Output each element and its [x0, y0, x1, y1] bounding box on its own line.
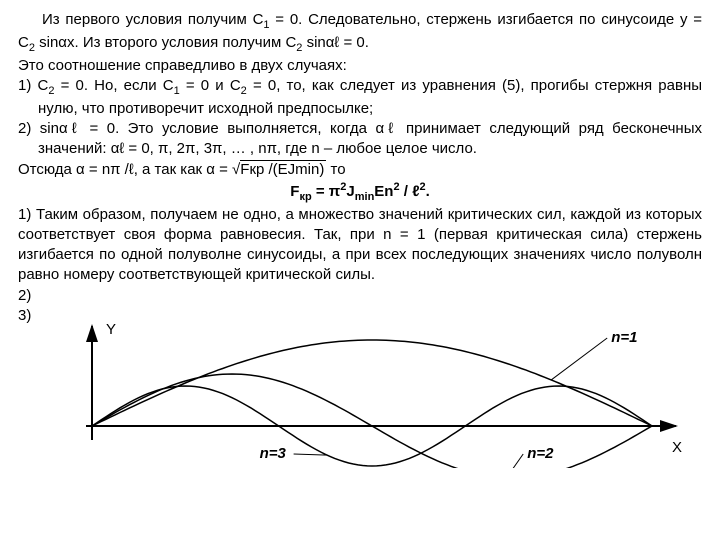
- txt: = 0. Но, если C: [54, 77, 173, 94]
- txt: J: [346, 183, 354, 200]
- radicand: Fкр /(EJmin): [240, 160, 326, 178]
- txt: Отсюда α = nπ /ℓ, а так как α =: [18, 161, 232, 178]
- curve-n2: [92, 374, 652, 468]
- txt: / ℓ: [400, 183, 420, 200]
- txt: 1) C: [18, 77, 48, 94]
- txt: = 0 и C: [180, 77, 241, 94]
- label-n2: n=2: [527, 445, 554, 462]
- formula: Fкр = π2JminEn2 / ℓ2.: [18, 180, 702, 205]
- txt: = π: [312, 183, 341, 200]
- leader-n2: [506, 454, 523, 468]
- subscript: кр: [299, 191, 311, 203]
- txt: sinαℓ = 0.: [302, 34, 368, 51]
- leader-n1: [551, 338, 607, 380]
- leader-n3: [294, 454, 328, 455]
- label-n1: n=1: [611, 329, 637, 346]
- txt: Из первого условия получим C: [42, 11, 263, 28]
- paragraph-3: Отсюда α = nπ /ℓ, а так как α = √Fкр /(E…: [18, 160, 702, 180]
- list-item-1: 1) C2 = 0. Но, если C1 = 0 и C2 = 0, то,…: [18, 76, 702, 119]
- paragraph-5: 2): [18, 286, 702, 306]
- y-axis-label: Y: [106, 321, 116, 338]
- paragraph-2: Это соотношение справедливо в двух случа…: [18, 56, 702, 76]
- buckling-modes-chart: Y Xn=1 n=2 n=3: [26, 320, 686, 468]
- list-item-2: 2) sinαℓ = 0. Это условие выполняется, к…: [18, 119, 702, 160]
- txt: .: [426, 183, 430, 200]
- label-n3: n=3: [260, 445, 287, 462]
- paragraph-1: Из первого условия получим C1 = 0. Следо…: [18, 10, 702, 56]
- txt: то: [326, 161, 345, 178]
- txt: sinαx. Из второго условия получим C: [35, 34, 296, 51]
- subscript: min: [355, 191, 375, 203]
- curve-n1: [92, 340, 652, 426]
- txt: En: [374, 183, 393, 200]
- paragraph-4: 1) Таким образом, получаем не одно, а мн…: [18, 205, 702, 286]
- x-axis-label: X: [672, 439, 682, 456]
